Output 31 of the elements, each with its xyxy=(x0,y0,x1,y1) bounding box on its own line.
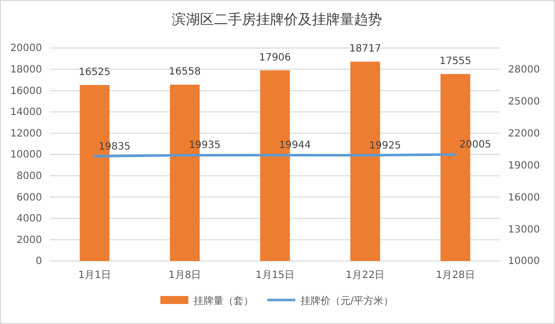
y-tick-label: 14000 xyxy=(10,107,42,118)
y2-tick-label: 19000 xyxy=(508,160,540,172)
data-label: 16525 xyxy=(78,67,111,78)
x-tick-label: 1月15日 xyxy=(255,270,295,282)
y-tick-label: 18000 xyxy=(10,64,42,76)
legend-label: 挂牌价（元/平方米） xyxy=(300,295,394,307)
y-tick-label: 8000 xyxy=(16,171,42,182)
y2-tick-label: 16000 xyxy=(508,192,540,204)
y-tick-label: 12000 xyxy=(10,128,42,140)
x-tick-label: 1月22日 xyxy=(346,270,385,282)
y2-tick-label: 10000 xyxy=(508,256,540,268)
data-label: 16558 xyxy=(168,66,201,78)
y2-tick-label: 13000 xyxy=(508,224,540,236)
y-tick-label: 2000 xyxy=(16,234,42,246)
y2-tick-label: 22000 xyxy=(508,128,540,140)
y-tick-label: 6000 xyxy=(16,192,42,204)
y-tick-label: 20000 xyxy=(10,43,42,54)
data-label: 18717 xyxy=(349,44,382,55)
y-tick-label: 0 xyxy=(36,256,42,268)
y-tick-label: 10000 xyxy=(10,150,42,161)
x-tick-label: 1月28日 xyxy=(436,270,475,282)
y2-tick-label: 25000 xyxy=(508,96,540,108)
chart-title: 滨湖区二手房挂牌价及挂牌量趋势 xyxy=(172,12,382,28)
x-tick-label: 1月8日 xyxy=(168,270,202,282)
y-tick-label: 4000 xyxy=(16,214,42,225)
y-tick-label: 16000 xyxy=(10,86,42,97)
data-label: 17555 xyxy=(439,56,472,68)
y2-tick-label: 28000 xyxy=(508,64,540,76)
data-label: 17906 xyxy=(259,52,291,64)
x-tick-label: 1月1日 xyxy=(78,270,112,282)
legend-label: 挂牌量（套） xyxy=(193,295,254,307)
